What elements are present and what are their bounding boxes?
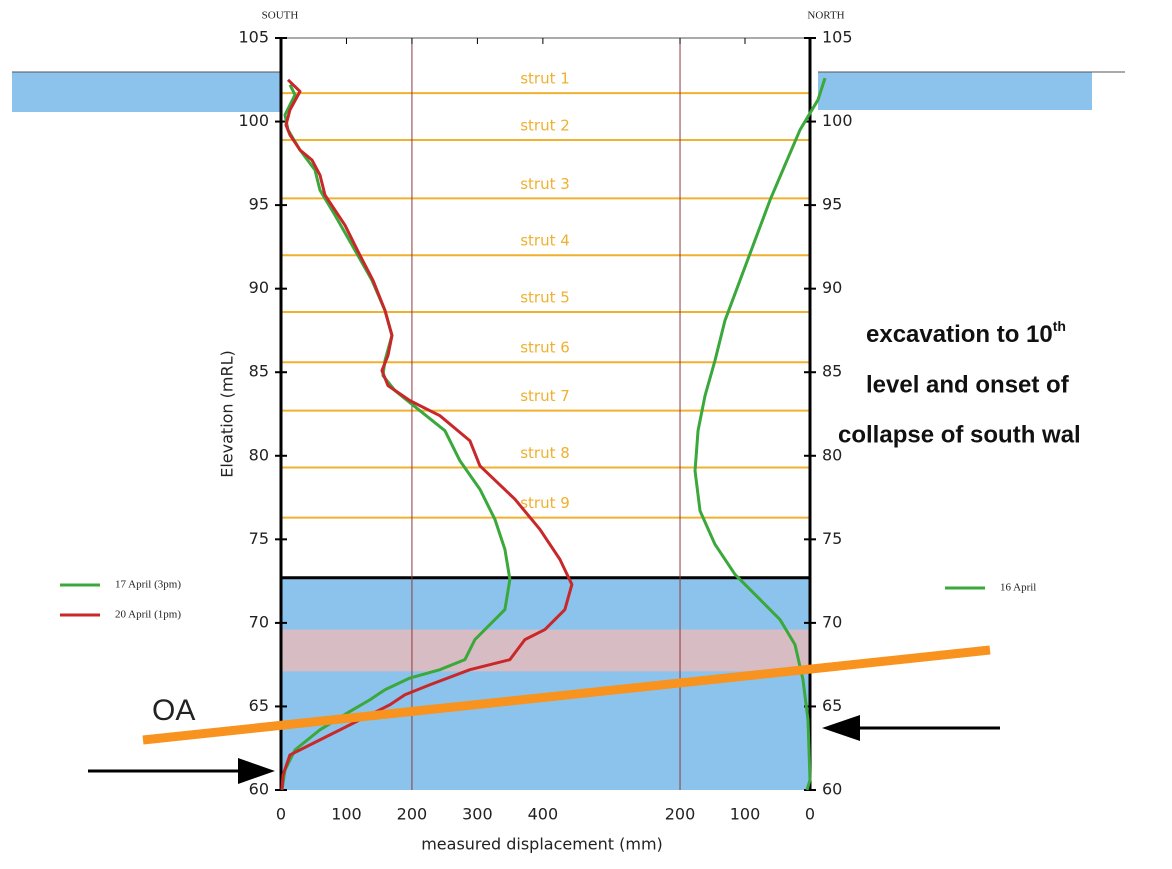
- y-tick-label: 90: [249, 278, 269, 297]
- strut-label: strut 3: [520, 175, 570, 193]
- x2-tick-label: 100: [730, 805, 761, 824]
- legend-label: 20 April (1pm): [115, 609, 181, 621]
- north-label: NORTH: [807, 10, 844, 22]
- water-right: [818, 72, 1092, 110]
- y-tick-label: 60: [249, 780, 269, 799]
- y2-tick-label: 105: [822, 28, 853, 47]
- strut-label: strut 7: [520, 387, 570, 405]
- y-tick-label: 70: [249, 612, 269, 631]
- excavation-band: [281, 578, 810, 790]
- strut-label: strut 6: [520, 339, 570, 357]
- water-left: [12, 72, 281, 112]
- south-label: SOUTH: [262, 10, 299, 22]
- arrow-left: [88, 758, 275, 784]
- y2-tick-label: 100: [822, 111, 853, 130]
- annotation-line: excavation to 10th: [866, 318, 1066, 349]
- strut-label: strut 8: [520, 444, 570, 462]
- y-tick-label: 95: [249, 195, 269, 214]
- x-axis-title: measured displacement (mm): [421, 835, 663, 854]
- y-tick-label: 100: [238, 111, 269, 130]
- x-tick-label: 100: [331, 805, 362, 824]
- y2-tick-label: 65: [822, 696, 842, 715]
- excavation-band: [281, 630, 810, 672]
- y-tick-label: 105: [238, 28, 269, 47]
- plot-area: strut 1 strut 2 strut 3 strut 4 strut 5 strut…: [238, 28, 852, 824]
- annotation-text: excavation to 10: [866, 321, 1053, 348]
- arrow-right: [822, 715, 1000, 741]
- y-tick-label: 75: [249, 529, 269, 548]
- y2-tick-label: 90: [822, 278, 842, 297]
- y-axis-title: Elevation (mRL): [218, 350, 237, 478]
- annotation-line: collapse of south wal: [838, 421, 1081, 448]
- annotation-superscript: th: [1053, 318, 1066, 334]
- y2-tick-label: 70: [822, 612, 842, 631]
- strut-label: strut 2: [520, 116, 570, 134]
- chart: strut 1 strut 2 strut 3 strut 4 strut 5 strut…: [0, 0, 1172, 869]
- x-tick-label: 400: [528, 805, 559, 824]
- oa-label: OA: [152, 694, 195, 727]
- strut-label: strut 5: [520, 289, 570, 307]
- legend-label: 16 April: [1000, 582, 1036, 594]
- y-tick-label: 65: [249, 696, 269, 715]
- x-tick-label: 300: [462, 805, 493, 824]
- y2-tick-label: 75: [822, 529, 842, 548]
- x2-tick-label: 0: [805, 805, 815, 824]
- y2-tick-label: 85: [822, 362, 842, 381]
- x2-tick-label: 200: [665, 805, 696, 824]
- annotation-line: level and onset of: [866, 371, 1070, 398]
- strut-label: strut 9: [520, 494, 570, 512]
- y-tick-label: 85: [249, 362, 269, 381]
- x-tick-label: 0: [276, 805, 286, 824]
- y-tick-label: 80: [249, 445, 269, 464]
- y2-tick-label: 95: [822, 195, 842, 214]
- y2-tick-label: 60: [822, 780, 842, 799]
- x-tick-label: 200: [397, 805, 428, 824]
- strut-label: strut 4: [520, 232, 570, 250]
- legend-label: 17 April (3pm): [115, 579, 181, 591]
- strut-label: strut 1: [520, 70, 570, 88]
